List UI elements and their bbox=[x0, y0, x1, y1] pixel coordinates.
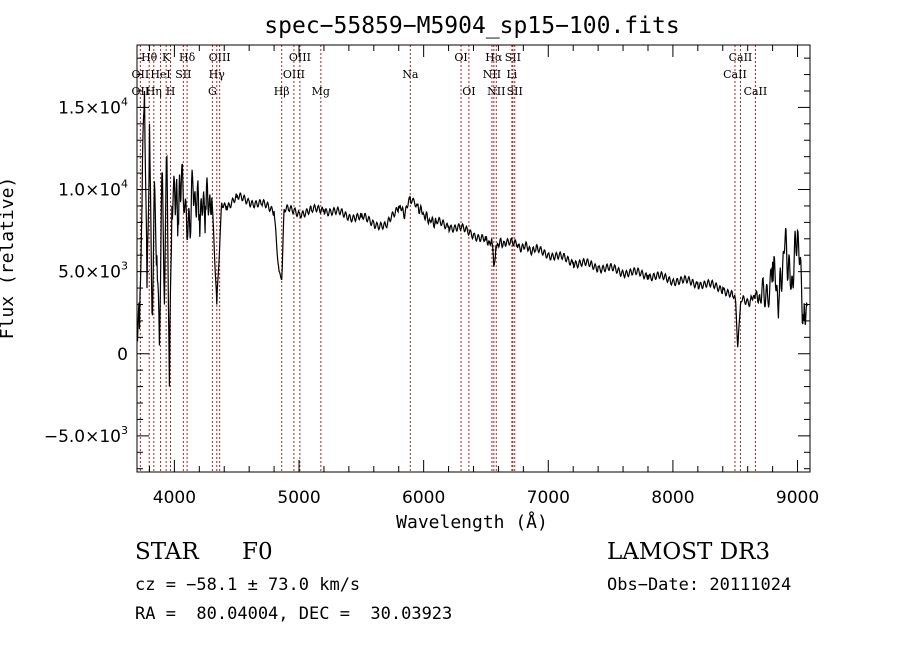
y-axis-label: Flux (relative) bbox=[0, 177, 18, 340]
line-label-18: OI bbox=[462, 85, 475, 98]
x-tick-label-6000: 6000 bbox=[402, 488, 445, 508]
y-tick-label-0: 1.5×104 bbox=[58, 95, 128, 118]
line-label-14: OIII bbox=[283, 68, 305, 81]
line-label-21: NII bbox=[487, 85, 505, 98]
x-axis-label: Wavelength (Å) bbox=[396, 511, 548, 533]
x-tick-label-4000: 4000 bbox=[153, 488, 196, 508]
line-label-15: Mg bbox=[312, 85, 330, 98]
line-label-24: SII bbox=[507, 85, 523, 98]
line-label-8: H bbox=[166, 85, 176, 98]
object-subclass: F0 bbox=[242, 539, 273, 565]
object-class: STAR bbox=[135, 539, 199, 565]
line-label-17: OI bbox=[454, 51, 467, 64]
observation-date: Obs−Date: 20111024 bbox=[607, 575, 792, 595]
plot-frame bbox=[136, 44, 811, 473]
line-label-26: CaII bbox=[723, 68, 747, 81]
spectrum-line bbox=[136, 90, 809, 387]
redshift-velocity: cz = −58.1 ± 73.0 km/s bbox=[135, 575, 361, 595]
line-label-20: NII bbox=[483, 68, 501, 81]
survey-name: LAMOST DR3 bbox=[607, 539, 771, 565]
y-tick-label-2: 5.0×103 bbox=[58, 260, 128, 283]
line-label-12: Hβ bbox=[274, 85, 290, 98]
x-tick-label-9000: 9000 bbox=[776, 488, 819, 508]
line-label-0: Hθ bbox=[141, 51, 158, 64]
line-label-16: Na bbox=[402, 68, 419, 81]
line-label-10: Hγ bbox=[209, 68, 226, 81]
line-label-19: Hα bbox=[485, 51, 503, 64]
line-label-25: CaII bbox=[729, 51, 753, 64]
line-label-22: SII bbox=[505, 51, 521, 64]
line-label-27: CaII bbox=[744, 85, 768, 98]
line-label-4: HeI bbox=[150, 68, 170, 81]
line-label-13: OIII bbox=[289, 51, 311, 64]
y-tick-label-4: −5.0×103 bbox=[44, 424, 128, 447]
line-label-6: Hδ bbox=[179, 51, 196, 64]
x-tick-label-8000: 8000 bbox=[651, 488, 694, 508]
line-label-23: Li bbox=[506, 68, 517, 81]
x-tick-label-7000: 7000 bbox=[527, 488, 570, 508]
y-tick-label-3: 0 bbox=[117, 345, 128, 365]
line-label-11: G bbox=[208, 85, 217, 98]
line-label-7: SII bbox=[175, 68, 191, 81]
line-label-5: Hη bbox=[146, 85, 162, 98]
y-tick-label-1: 1.0×104 bbox=[58, 178, 128, 201]
x-tick-label-5000: 5000 bbox=[277, 488, 320, 508]
line-label-9: OIII bbox=[209, 51, 231, 64]
axis-ticks: 4000 5000 6000 7000 8000 9000 1.5×104 1.0×104 5.… bbox=[44, 45, 819, 508]
line-label-3: K bbox=[162, 51, 171, 64]
ra-dec-coordinates: RA = 80.04004, DEC = 30.03923 bbox=[135, 604, 453, 624]
chart-title: spec−55859−M5904_sp15−100.fits bbox=[264, 13, 679, 39]
